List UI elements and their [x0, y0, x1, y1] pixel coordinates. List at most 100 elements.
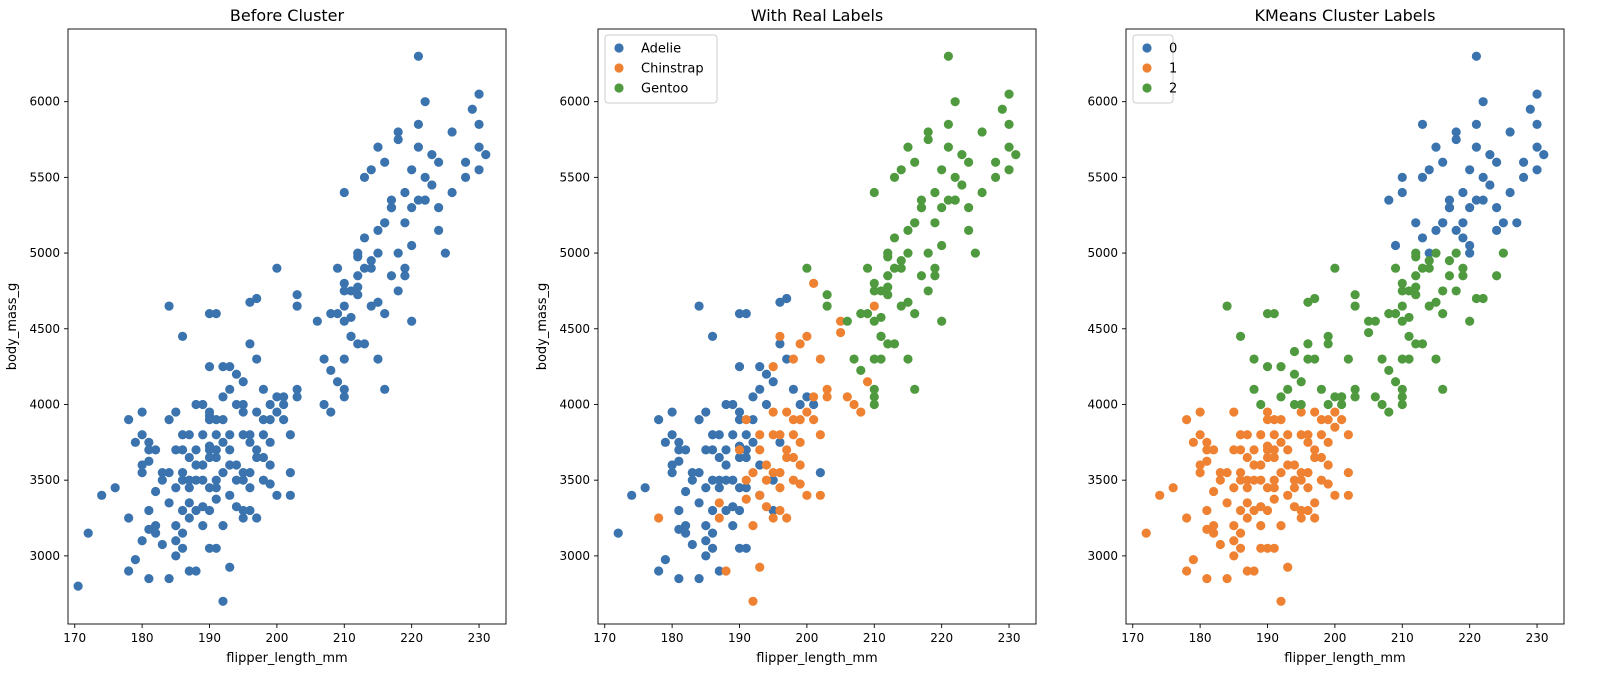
data-point — [225, 562, 235, 572]
data-point — [768, 377, 778, 387]
data-point — [1411, 271, 1421, 281]
data-point — [1269, 430, 1279, 440]
data-point — [1417, 263, 1428, 273]
legend-label: 0 — [1169, 42, 1177, 57]
data-point — [782, 407, 792, 417]
data-point — [83, 528, 93, 538]
data-point — [889, 172, 900, 182]
data-point — [339, 354, 349, 364]
x-tick-label: 200 — [795, 631, 818, 645]
data-point — [1303, 430, 1313, 440]
x-tick-label: 180 — [1189, 631, 1212, 645]
x-tick-label: 230 — [468, 631, 491, 645]
data-point — [1289, 460, 1300, 470]
data-point — [231, 502, 242, 512]
data-point — [802, 407, 812, 417]
data-point — [225, 460, 235, 470]
y-tick-label: 4000 — [559, 397, 590, 411]
data-point — [1532, 142, 1542, 152]
data-point — [795, 339, 805, 349]
data-point — [741, 483, 751, 493]
legend-marker — [1142, 63, 1152, 73]
data-point — [761, 460, 772, 470]
data-point — [809, 278, 819, 288]
data-point — [164, 573, 174, 584]
data-point — [923, 248, 933, 258]
data-point — [204, 505, 215, 516]
data-point — [734, 483, 745, 493]
data-point — [1283, 460, 1293, 470]
data-point — [869, 384, 879, 394]
data-point — [1303, 483, 1313, 493]
data-point — [211, 309, 221, 319]
data-point — [157, 468, 167, 478]
data-point — [916, 195, 927, 205]
data-point — [734, 309, 745, 319]
data-point — [856, 407, 866, 417]
data-point — [782, 445, 792, 455]
data-point — [788, 430, 799, 440]
data-point — [1296, 475, 1306, 485]
data-point — [782, 354, 792, 364]
data-point — [184, 483, 194, 493]
data-point — [252, 452, 262, 463]
x-tick-label: 170 — [63, 631, 86, 645]
data-point — [339, 278, 349, 288]
data-point — [728, 399, 738, 410]
data-point — [218, 437, 228, 447]
data-point — [1256, 460, 1266, 470]
data-point — [252, 513, 262, 523]
data-point — [957, 180, 967, 190]
data-point — [795, 460, 805, 470]
data-point — [1438, 309, 1448, 319]
data-point — [1269, 452, 1279, 463]
data-point — [815, 490, 825, 500]
data-point — [1004, 142, 1014, 152]
data-point — [1182, 415, 1192, 425]
data-point — [775, 339, 785, 349]
data-point — [460, 157, 471, 167]
data-point — [1404, 354, 1414, 364]
data-point — [1296, 377, 1306, 387]
data-point — [862, 309, 873, 319]
data-point — [1303, 339, 1313, 349]
data-point — [231, 460, 242, 470]
data-point — [1518, 172, 1529, 182]
data-point — [272, 407, 282, 417]
data-point — [366, 301, 376, 311]
data-point — [1289, 369, 1300, 379]
data-point — [1262, 309, 1273, 319]
data-point — [1242, 498, 1252, 508]
data-point — [714, 483, 724, 493]
data-point — [1397, 286, 1407, 296]
data-point — [265, 460, 275, 470]
data-point — [373, 248, 383, 258]
data-point — [177, 445, 188, 455]
data-point — [707, 528, 718, 538]
data-point — [883, 271, 893, 281]
data-point — [1465, 203, 1475, 213]
data-point — [681, 445, 691, 455]
data-point — [474, 165, 484, 175]
data-point — [755, 460, 765, 470]
data-point — [1229, 483, 1239, 493]
plot-frame — [67, 28, 507, 625]
data-point — [734, 505, 745, 516]
data-point — [1525, 104, 1535, 114]
data-point — [1363, 316, 1374, 326]
data-point — [285, 430, 295, 440]
data-point — [1316, 415, 1327, 425]
data-point — [326, 407, 336, 417]
data-point — [130, 437, 140, 447]
data-point — [1283, 445, 1293, 455]
scatter-points — [1141, 51, 1549, 606]
data-point — [721, 505, 731, 516]
x-tick-label: 220 — [1458, 631, 1481, 645]
data-point — [1155, 490, 1165, 500]
data-point — [1485, 150, 1495, 160]
data-point — [1215, 539, 1225, 550]
legend-label: 2 — [1169, 82, 1177, 97]
data-point — [802, 263, 812, 273]
data-point — [231, 369, 242, 379]
data-point — [1377, 399, 1387, 410]
